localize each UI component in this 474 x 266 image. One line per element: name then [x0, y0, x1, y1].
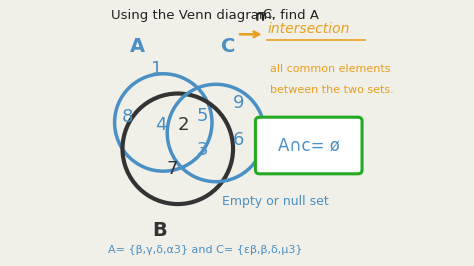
Text: 8: 8	[122, 108, 134, 126]
Text: Using the Venn diagram, find A: Using the Venn diagram, find A	[110, 9, 319, 22]
Text: between the two sets.: between the two sets.	[270, 85, 393, 95]
Text: 9: 9	[233, 94, 244, 112]
Text: intersection: intersection	[267, 22, 350, 36]
Text: C: C	[220, 37, 235, 56]
Text: 4: 4	[155, 116, 166, 134]
Text: ∩: ∩	[254, 8, 266, 23]
Text: 1: 1	[151, 60, 163, 77]
Text: A: A	[129, 37, 145, 56]
Text: Empty or null set: Empty or null set	[222, 195, 328, 208]
Text: 7: 7	[167, 160, 178, 177]
Text: 6: 6	[233, 131, 244, 149]
Text: 3: 3	[197, 141, 208, 159]
Text: 5: 5	[197, 107, 208, 125]
Text: A= {β,γ,δ,α3} and C= {εβ,β,δ,μ3}: A= {β,γ,δ,α3} and C= {εβ,β,δ,μ3}	[108, 245, 303, 255]
Text: 2: 2	[177, 116, 189, 134]
FancyBboxPatch shape	[255, 117, 362, 174]
Text: A∩c= ø: A∩c= ø	[278, 136, 340, 155]
Text: C.: C.	[262, 8, 275, 21]
Text: all common elements: all common elements	[270, 64, 391, 73]
Text: B: B	[152, 221, 167, 240]
